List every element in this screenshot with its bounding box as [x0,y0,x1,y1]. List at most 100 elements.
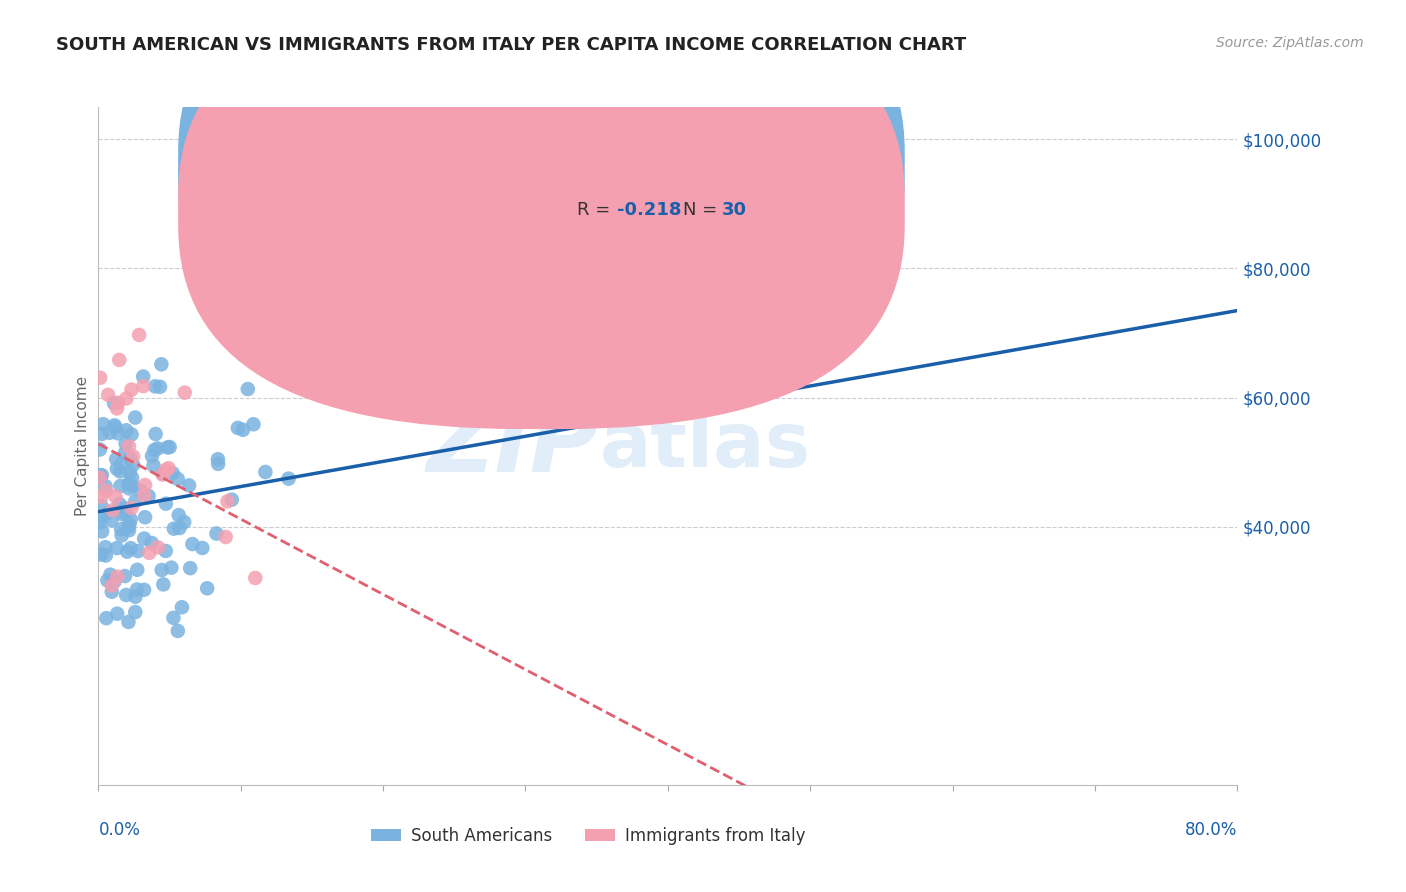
Point [134,510,156,524]
Point [162,467,184,481]
FancyBboxPatch shape [494,141,835,252]
Point [160,560,183,574]
Point [162,611,184,625]
Point [169,521,191,535]
Point [121,500,143,515]
Point [277,472,299,486]
Text: SOUTH AMERICAN VS IMMIGRANTS FROM ITALY PER CAPITA INCOME CORRELATION CHART: SOUTH AMERICAN VS IMMIGRANTS FROM ITALY … [56,36,966,54]
Point [117,520,139,534]
Point [134,478,156,492]
Point [105,541,128,555]
Point [118,517,141,532]
Point [89,442,111,457]
Point [96,611,118,625]
Point [122,458,145,472]
Point [146,541,169,555]
Point [207,457,229,471]
Point [107,396,129,410]
Point [163,522,186,536]
Point [105,452,128,467]
Point [177,478,200,492]
Point [127,563,149,577]
Point [145,427,167,442]
Point [132,369,155,384]
Point [107,426,129,441]
Point [89,471,111,485]
Point [89,515,111,529]
Text: ZIP: ZIP [426,400,599,492]
Point [134,532,156,546]
Point [100,513,122,527]
Point [167,508,190,522]
Point [226,421,249,435]
Point [115,392,138,406]
Point [114,446,136,460]
Point [138,489,160,503]
Point [91,509,114,524]
Point [245,571,267,585]
Point [141,536,163,550]
Point [121,383,143,397]
Point [98,425,121,440]
Point [120,451,142,466]
Point [94,540,117,554]
Text: R =: R = [576,201,616,219]
Point [121,471,143,485]
Point [110,479,132,493]
Point [117,615,139,629]
Point [108,353,131,368]
Point [105,607,128,621]
Point [128,328,150,343]
Point [191,541,214,555]
Point [166,472,188,486]
Point [104,490,127,504]
Point [166,624,188,638]
Point [114,507,136,521]
Point [118,439,141,453]
Point [114,436,136,450]
Point [117,477,139,491]
Point [129,483,152,498]
Point [118,482,141,496]
Point [159,440,181,454]
Point [124,605,146,619]
Point [91,417,114,432]
Point [110,522,132,536]
Point [90,468,112,483]
Point [214,530,236,544]
Point [207,452,229,467]
Point [94,479,117,493]
Point [103,418,125,433]
Point [118,523,141,537]
Point [115,588,138,602]
Text: 0.0%: 0.0% [98,821,141,838]
Text: 114: 114 [721,157,759,175]
Point [89,470,111,484]
FancyBboxPatch shape [179,0,904,385]
Point [107,570,129,584]
Point [108,497,131,511]
Point [150,357,173,371]
Point [104,420,127,434]
Point [155,463,177,477]
FancyBboxPatch shape [179,0,904,429]
Point [115,423,138,437]
Point [94,483,117,498]
Point [124,590,146,604]
Point [138,546,160,560]
Point [205,526,228,541]
Point [97,506,120,520]
Point [150,563,173,577]
Point [108,464,131,478]
Point [97,388,120,402]
Point [94,549,117,563]
Point [173,515,195,529]
Point [217,494,239,508]
Point [142,458,165,473]
Point [146,442,169,456]
Point [157,461,180,475]
Text: Source: ZipAtlas.com: Source: ZipAtlas.com [1216,36,1364,50]
Point [141,449,163,463]
Point [105,401,128,416]
Point [115,544,138,558]
